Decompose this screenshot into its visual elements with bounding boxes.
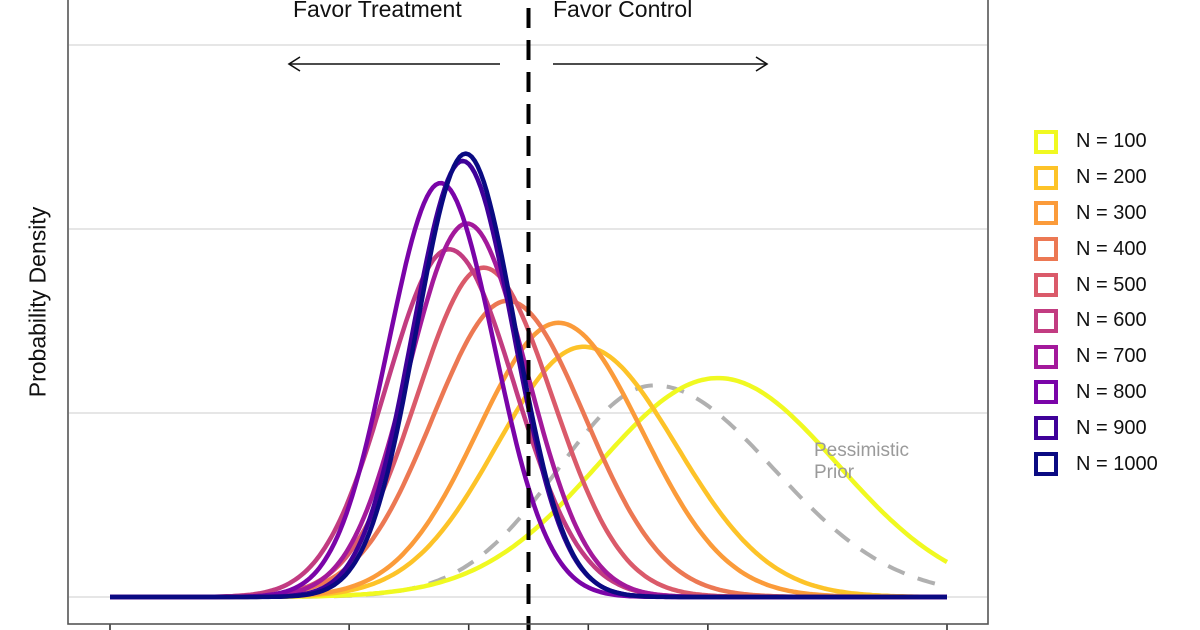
plot-border [67,0,989,625]
legend-label: N = 400 [1076,237,1147,260]
legend-swatch [1034,129,1058,154]
legend-label: N = 700 [1076,345,1147,368]
favor-control-label: Favor Control [553,0,693,22]
legend-swatch [1034,416,1058,441]
legend-item: N = 900 [1034,410,1158,446]
legend-item: N = 100 [1034,124,1158,160]
legend-swatch [1034,201,1058,226]
prior-label-line2: Prior [814,462,855,483]
favor-treatment-arrowhead [287,56,301,72]
legend-label: N = 100 [1076,130,1147,153]
legend-label: N = 300 [1076,201,1147,224]
prior-label-line1: Pessimistic [814,440,910,461]
legend-swatch [1034,165,1058,190]
legend-swatch [1034,308,1058,333]
legend-item: N = 500 [1034,267,1158,303]
legend-label: N = 800 [1076,380,1147,403]
legend-item: N = 600 [1034,303,1158,339]
legend: N = 100 N = 200 N = 300 N = 400 N = 500 N = 6… [1034,124,1158,482]
legend-swatch [1034,273,1058,298]
legend-label: N = 900 [1076,416,1147,439]
legend-label: N = 1000 [1076,452,1158,475]
legend-swatch [1034,380,1058,405]
legend-item: N = 200 [1034,160,1158,196]
legend-label: N = 200 [1076,166,1147,189]
legend-label: N = 500 [1076,273,1147,296]
y-axis-label: Probability Density [24,206,51,398]
legend-swatch [1034,452,1058,477]
legend-label: N = 600 [1076,309,1147,332]
legend-item: N = 800 [1034,375,1158,411]
favor-treatment-label: Favor Treatment [293,0,462,22]
legend-item: N = 1000 [1034,446,1158,482]
gridlines [69,44,987,598]
legend-swatch [1034,344,1058,369]
legend-item: N = 400 [1034,231,1158,267]
legend-item: N = 700 [1034,339,1158,375]
favor-control-arrowhead [755,56,769,72]
legend-swatch [1034,237,1058,262]
direction-arrows [287,56,769,72]
legend-item: N = 300 [1034,196,1158,232]
pessimistic-prior-label: Pessimistic Prior [814,440,909,484]
